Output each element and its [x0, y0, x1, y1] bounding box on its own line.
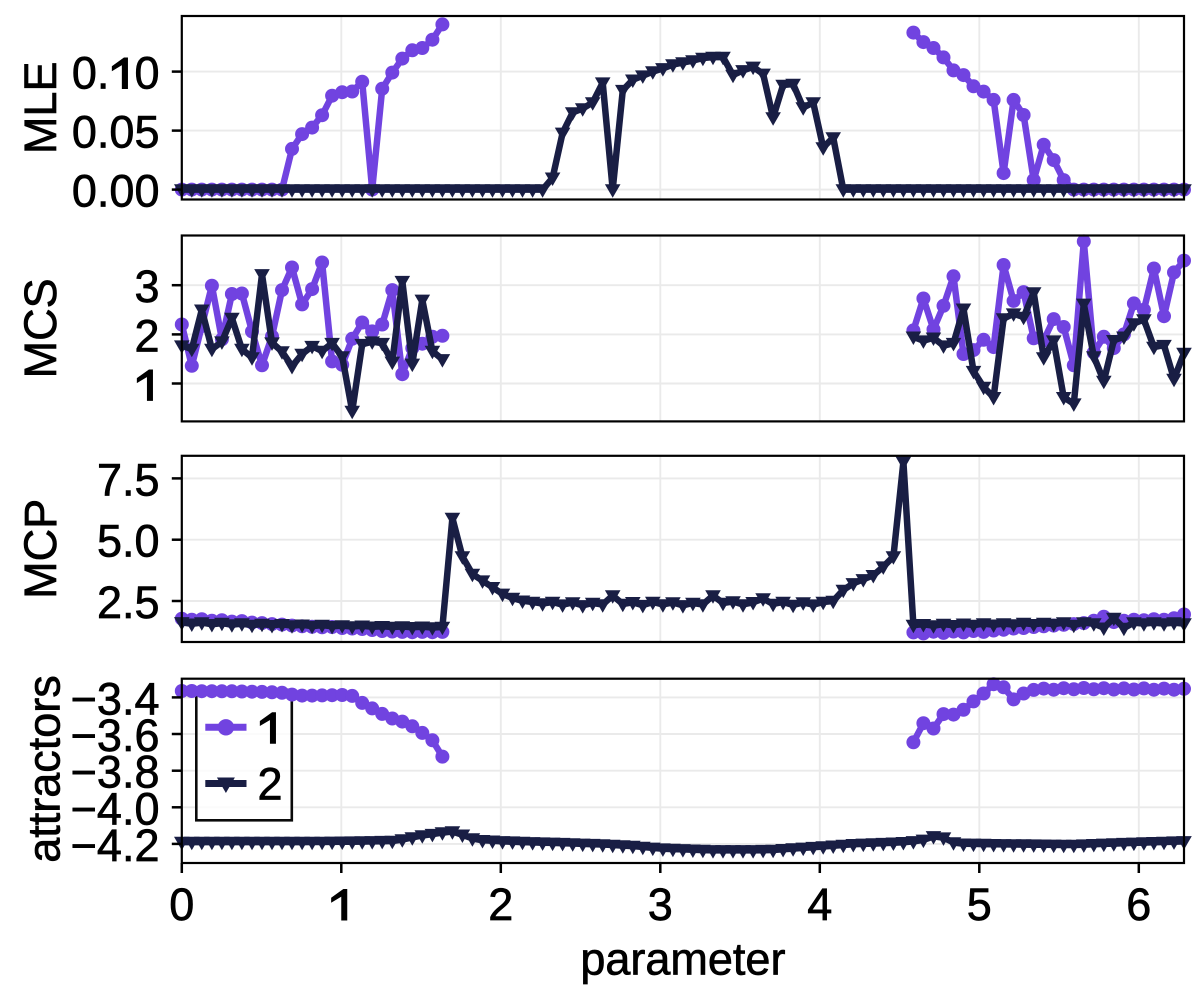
svg-text:0.05: 0.05 — [72, 107, 160, 158]
svg-text:2: 2 — [258, 759, 283, 810]
svg-text:MLE: MLE — [15, 62, 66, 155]
svg-text:5.0: 5.0 — [97, 516, 160, 567]
svg-text:6: 6 — [1126, 879, 1151, 930]
svg-text:attractors: attractors — [18, 675, 69, 863]
svg-text:parameter: parameter — [580, 933, 785, 984]
svg-text:5: 5 — [967, 879, 992, 930]
svg-text:MCP: MCP — [15, 499, 66, 599]
svg-text:2.5: 2.5 — [97, 577, 160, 628]
svg-text:2: 2 — [488, 879, 513, 930]
svg-text:−4.2: −4.2 — [71, 820, 160, 871]
svg-text:−3.4: −3.4 — [71, 673, 160, 724]
svg-text:7.5: 7.5 — [97, 454, 160, 505]
svg-text:MCS: MCS — [15, 278, 66, 378]
svg-text:−3.8: −3.8 — [71, 747, 160, 798]
svg-text:0.: 0. — [72, 48, 110, 99]
svg-text:4: 4 — [807, 879, 832, 930]
svg-text:3: 3 — [648, 879, 673, 930]
svg-text:−3.6: −3.6 — [71, 710, 160, 761]
svg-text:0: 0 — [169, 879, 194, 930]
svg-text:2: 2 — [134, 310, 159, 361]
svg-text:3: 3 — [134, 261, 159, 312]
svg-text:0: 0 — [135, 48, 160, 99]
svg-text:−4.0: −4.0 — [71, 783, 160, 834]
svg-text:0.00: 0.00 — [72, 166, 160, 217]
